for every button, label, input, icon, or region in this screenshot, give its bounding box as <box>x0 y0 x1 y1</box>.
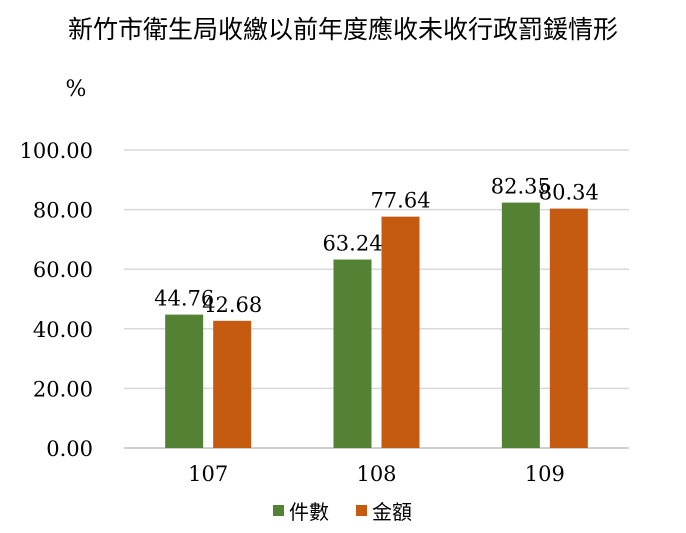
y-tick-label: 60.00 <box>33 258 93 282</box>
y-tick-label: 20.00 <box>33 377 93 401</box>
value-label: 42.68 <box>202 293 262 317</box>
chart-title: 新竹市衛生局收繳以前年度應收未收行政罰鍰情形 <box>68 15 618 44</box>
value-label: 80.34 <box>539 181 599 205</box>
x-tick-labels: 107 108 109 <box>188 462 565 486</box>
gridlines <box>124 149 629 449</box>
y-tick-label: 100.00 <box>20 139 93 163</box>
y-axis-label: % <box>66 77 87 102</box>
legend-swatch-金額 <box>356 505 367 516</box>
y-tick-label: 0.00 <box>46 437 93 461</box>
bar-件數-109 <box>501 202 540 448</box>
bar-金額-109 <box>549 208 588 448</box>
value-label: 77.64 <box>370 189 430 213</box>
legend: 件數 金額 <box>273 500 412 524</box>
bar-件數-108 <box>333 259 372 448</box>
value-label: 82.35 <box>491 175 551 199</box>
bar-金額-107 <box>213 320 252 448</box>
y-tick-label: 40.00 <box>33 318 93 342</box>
y-tick-labels: 0.00 20.00 40.00 60.00 80.00 100.00 <box>20 139 93 461</box>
legend-label: 件數 <box>289 500 329 524</box>
y-tick-label: 80.00 <box>33 199 93 223</box>
bar-件數-107 <box>165 314 204 448</box>
bars <box>165 202 588 448</box>
x-tick-label: 109 <box>525 462 565 486</box>
legend-swatch-件數 <box>273 505 284 516</box>
x-tick-label: 108 <box>356 462 396 486</box>
x-tick-label: 107 <box>188 462 228 486</box>
value-label: 63.24 <box>322 232 382 256</box>
legend-label: 金額 <box>372 500 412 524</box>
bar-金額-108 <box>381 216 420 448</box>
value-label: 44.76 <box>154 287 214 311</box>
